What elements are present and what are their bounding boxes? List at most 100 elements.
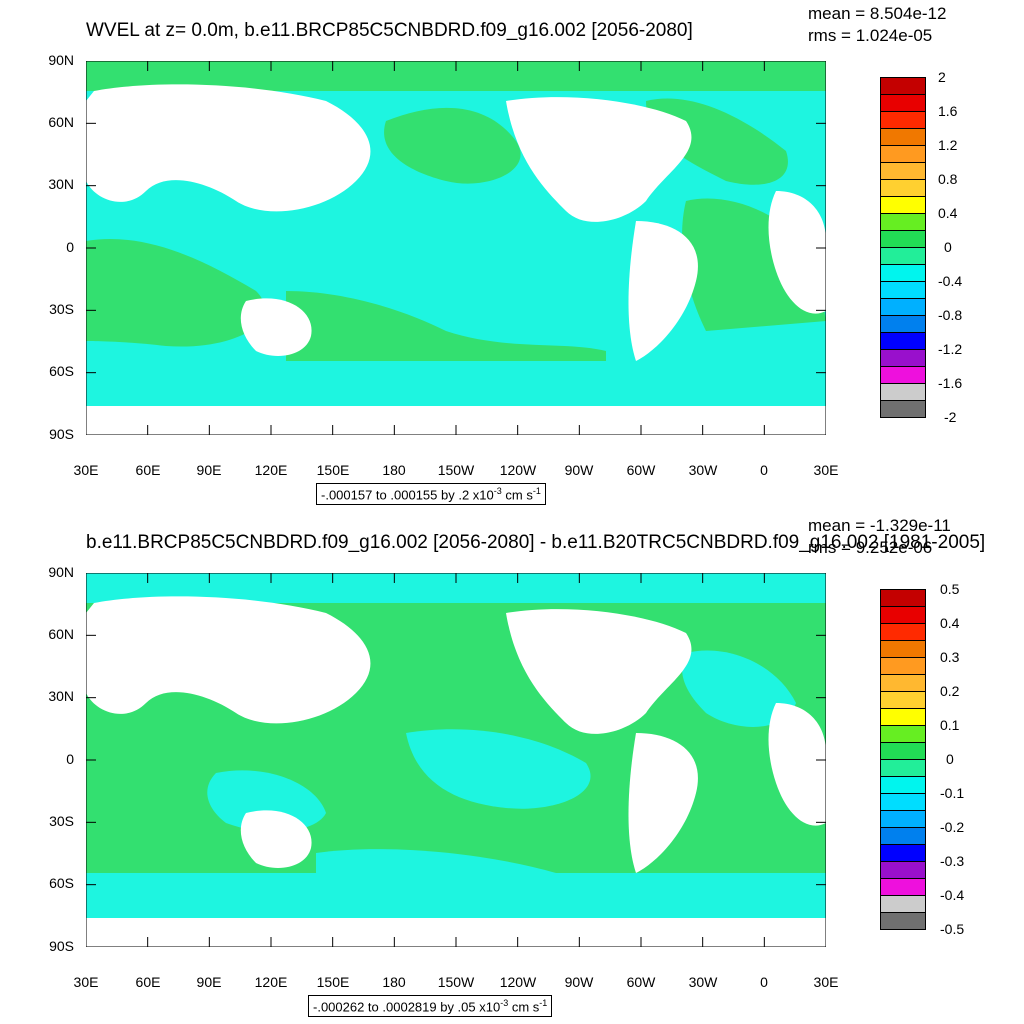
contour-info-exp: -3: [493, 486, 502, 496]
colorbar-box: [880, 179, 926, 197]
lon-label: 30W: [688, 462, 718, 478]
lon-label: 90E: [196, 462, 222, 478]
colorbar-label: 0.1: [940, 717, 960, 733]
lat-label: 30S: [49, 813, 74, 829]
colorbar-label: 1.2: [938, 137, 958, 153]
lon-label: 90W: [564, 974, 594, 990]
colorbar-box: [880, 844, 926, 862]
colorbar-box: [880, 674, 926, 692]
colorbar-label: 0.4: [940, 615, 960, 631]
colorbar-label: 0.3: [940, 649, 960, 665]
lon-label: 150W: [437, 974, 475, 990]
colorbar-box: [880, 213, 926, 231]
world-map: [86, 573, 826, 947]
colorbar-box: [880, 589, 926, 607]
colorbar-box: [880, 298, 926, 316]
eurasia-land: [86, 596, 371, 724]
colorbar: [880, 77, 926, 418]
lon-label: 120W: [499, 974, 537, 990]
colorbar-label: -0.3: [940, 853, 965, 869]
colorbar-box: [880, 247, 926, 265]
contour-info-unit-exp: -1: [532, 486, 541, 496]
top-panel: WVEL at z= 0.0m, b.e11.BRCP85C5CNBDRD.f0…: [48, 4, 963, 506]
lon-label: 90E: [196, 974, 222, 990]
lon-label: 150W: [437, 462, 475, 478]
colorbar-box: [880, 77, 926, 95]
rms-stat: rms = 1.024e-05: [808, 26, 933, 45]
lon-label: 60W: [626, 462, 656, 478]
africa-land: [768, 191, 826, 314]
world-map: [86, 61, 826, 435]
colorbar-label: -0.5: [940, 921, 965, 937]
colorbar-box: [880, 827, 926, 845]
lon-label: 60E: [135, 974, 161, 990]
colorbar-box: [880, 145, 926, 163]
lat-label: 60S: [49, 875, 74, 891]
lon-label: 30W: [688, 974, 718, 990]
colorbar-label: 0: [944, 239, 952, 255]
lat-label: 90S: [49, 426, 74, 442]
lat-label: 60N: [48, 626, 74, 642]
colorbar-box: [880, 196, 926, 214]
colorbar-label: -2: [944, 409, 957, 425]
mean-stat: mean = -1.329e-11: [808, 516, 951, 535]
indian-ocean-green: [86, 239, 265, 347]
colorbar-label: 1.6: [938, 103, 958, 119]
colorbar-box: [880, 623, 926, 641]
colorbar-label: -0.2: [940, 819, 965, 835]
south-pacific-green: [286, 291, 606, 361]
bottom-panel: b.e11.BRCP85C5CNBDRD.f09_g16.002 [2056-2…: [0, 512, 1024, 1024]
colorbar-box: [880, 230, 926, 248]
contour-info-unit-exp: -1: [539, 998, 548, 1008]
contour-info-text: -.000262 to .0002819 by .05 x10: [313, 999, 501, 1015]
colorbar-box: [880, 332, 926, 350]
colorbar-label: 0: [946, 751, 954, 767]
south-america-land: [628, 733, 698, 873]
colorbar-label: 0.4: [938, 205, 958, 221]
colorbar-box: [880, 349, 926, 367]
north-america-land: [506, 97, 692, 222]
lon-label: 30E: [813, 974, 839, 990]
colorbar-label: -0.4: [938, 273, 963, 289]
lat-label: 90N: [48, 564, 74, 580]
colorbar-label: -0.8: [938, 307, 963, 323]
colorbar-box: [880, 315, 926, 333]
colorbar-box: [880, 759, 926, 777]
colorbar-box: [880, 742, 926, 760]
colorbar-label: -1.6: [938, 375, 963, 391]
lon-label: 120E: [254, 974, 288, 990]
lon-label: 90W: [564, 462, 594, 478]
lat-label: 60S: [49, 363, 74, 379]
tropical-pacific-cyan: [406, 729, 591, 809]
colorbar-box: [880, 878, 926, 896]
lon-label: 0: [760, 974, 768, 990]
north-america-land: [506, 609, 692, 734]
colorbar-box: [880, 640, 926, 658]
colorbar-label: -0.4: [940, 887, 965, 903]
lat-label: 0: [66, 751, 74, 767]
lat-label: 90N: [48, 52, 74, 68]
lon-label: 60E: [135, 462, 161, 478]
colorbar-box: [880, 366, 926, 384]
colorbar-label: -0.1: [940, 785, 965, 801]
colorbar-box: [880, 94, 926, 112]
colorbar-label: 0.2: [940, 683, 960, 699]
southern-ocean: [86, 361, 826, 406]
colorbar-box: [880, 281, 926, 299]
australia-land: [240, 810, 312, 868]
lon-label: 30E: [813, 462, 839, 478]
colorbar-box: [880, 895, 926, 913]
lat-label: 90S: [49, 938, 74, 954]
colorbar-box: [880, 657, 926, 675]
colorbar-label: 0.5: [940, 581, 960, 597]
contour-info-box: -.000157 to .000155 by .2 x10-3 cm s-1: [316, 483, 546, 506]
lon-label: 30E: [73, 974, 99, 990]
eurasia-land: [86, 84, 371, 212]
lon-label: 180: [382, 462, 406, 478]
colorbar-box: [880, 912, 926, 930]
contour-info-text: -.000157 to .000155 by .2 x10: [321, 487, 494, 503]
colorbar-box: [880, 725, 926, 743]
lon-label: 120E: [254, 462, 288, 478]
africa-land: [768, 703, 826, 826]
lon-label: 180: [382, 974, 406, 990]
